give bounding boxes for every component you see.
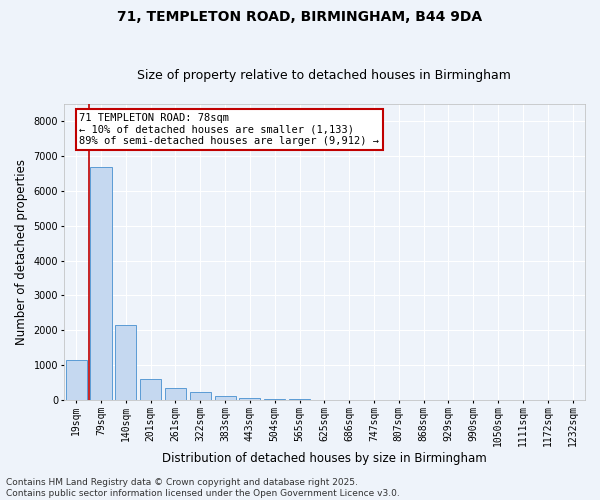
Bar bbox=[115, 325, 136, 400]
Bar bbox=[65, 360, 86, 400]
Bar bbox=[91, 166, 112, 400]
Bar bbox=[264, 399, 285, 400]
Text: Contains HM Land Registry data © Crown copyright and database right 2025.
Contai: Contains HM Land Registry data © Crown c… bbox=[6, 478, 400, 498]
Bar bbox=[140, 379, 161, 400]
Bar bbox=[165, 388, 186, 400]
Bar bbox=[239, 398, 260, 400]
Text: 71, TEMPLETON ROAD, BIRMINGHAM, B44 9DA: 71, TEMPLETON ROAD, BIRMINGHAM, B44 9DA bbox=[118, 10, 482, 24]
Text: 71 TEMPLETON ROAD: 78sqm
← 10% of detached houses are smaller (1,133)
89% of sem: 71 TEMPLETON ROAD: 78sqm ← 10% of detach… bbox=[79, 113, 379, 146]
Bar bbox=[190, 392, 211, 400]
Y-axis label: Number of detached properties: Number of detached properties bbox=[15, 159, 28, 345]
Bar bbox=[215, 396, 236, 400]
Title: Size of property relative to detached houses in Birmingham: Size of property relative to detached ho… bbox=[137, 69, 511, 82]
X-axis label: Distribution of detached houses by size in Birmingham: Distribution of detached houses by size … bbox=[162, 452, 487, 465]
